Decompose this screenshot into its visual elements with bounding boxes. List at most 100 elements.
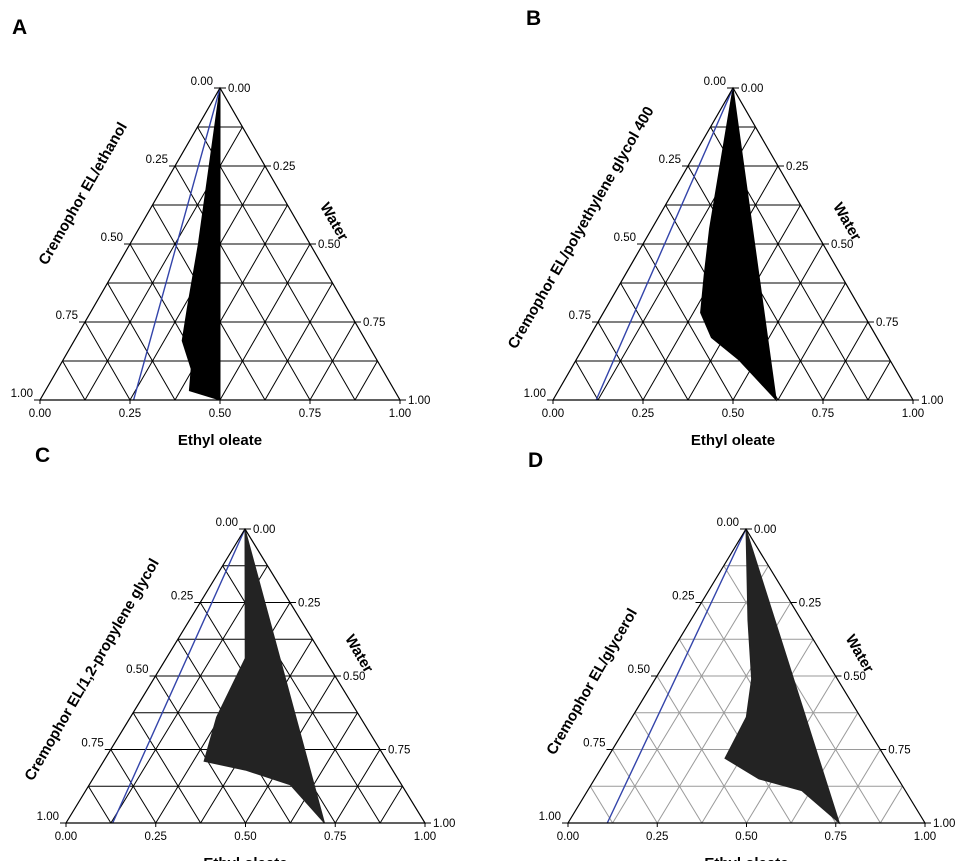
tick-label: 0.75 [876,317,898,329]
grid-line [656,675,747,824]
tick-label: 0.00 [741,83,763,95]
panel-letter: C [35,444,50,467]
ternary-panel-c: C 0.00 0.00 0.00 0.25 0.25 0.25 0.50 0.50 0.50 0.7… [21,444,455,861]
tick-label: 0.25 [146,154,168,166]
tick-label: 1.00 [433,818,455,830]
grid-line [87,785,112,824]
bottom-axis-label: Ethyl oleate [178,432,262,449]
left-axis-label: Cremophor EL/glycerol [543,606,641,758]
grid-line [334,749,381,824]
tick-label: 0.00 [557,831,579,843]
tick-label: 0.00 [29,408,51,420]
grid-line [155,675,246,824]
tick-label: 0.75 [825,831,847,843]
tick-label: 0.25 [646,831,668,843]
right-axis-label: Water [842,632,877,676]
tick-label: 0.50 [722,408,744,420]
tick-label: 0.00 [216,517,238,529]
tick-label: 0.00 [228,83,250,95]
tick-label: 0.25 [786,161,808,173]
tick-labels: 0.00 0.00 0.00 0.25 0.25 0.25 0.50 0.50 0.50 0.75… [524,76,944,420]
tick-label: 0.75 [583,738,605,750]
tick-label: 0.75 [56,310,78,322]
tick-label: 0.75 [324,831,346,843]
grid-line [110,749,157,824]
grid-line [379,785,403,824]
grid-line [678,638,792,824]
tick-label: 1.00 [408,395,430,407]
grid-line [634,712,703,824]
tick-label: 0.25 [632,408,654,420]
tick-label: 0.75 [81,738,103,750]
grid-line [867,360,891,401]
tick-label: 0.75 [388,745,410,757]
tick-label: 0.00 [542,408,564,420]
tick-label: 0.25 [171,591,193,603]
tick-labels: 0.00 0.00 0.00 0.25 0.25 0.25 0.50 0.50 0.50 0.75… [539,517,956,843]
grid-line [575,360,599,401]
grid-line [84,321,131,401]
tick-label: 1.00 [914,831,936,843]
tick-label: 0.50 [735,831,757,843]
tick-label: 0.25 [659,154,681,166]
tick-label: 0.00 [754,524,776,536]
tick-label: 0.50 [318,239,340,251]
boundary-line [595,87,734,401]
grid-line [597,321,644,401]
tick-labels: 0.00 0.00 0.00 0.25 0.25 0.25 0.50 0.50 0.50 0.75… [37,517,456,843]
tick-label: 0.00 [717,517,739,529]
ternary-panel-a: A 0.00 0.00 0.00 0.25 0.25 0.25 0.50 0.50 0.50 0.7… [11,16,431,449]
shaded-region [724,528,841,825]
tick-label: 0.50 [101,232,123,244]
tick-label: 0.50 [234,831,256,843]
tick-label: 1.00 [933,818,955,830]
tick-label: 1.00 [921,395,943,407]
ternary-panel-d: D 0.00 0.00 0.00 0.25 0.25 0.25 0.50 0.50 0.50 0.7… [528,449,955,861]
grid-line [642,243,734,401]
shaded-region [700,87,777,402]
tick-label: 0.75 [363,317,385,329]
ternary-panel-b: B 0.00 0.00 0.00 0.25 0.25 0.25 0.50 0.50 0.50 0.7… [505,7,944,449]
grid-line [289,712,358,824]
tick-label: 0.00 [55,831,77,843]
grid-line [62,360,86,401]
tick-label: 1.00 [11,388,33,400]
tick-label: 1.00 [414,831,436,843]
right-axis-label: Water [829,200,864,244]
tick-label: 1.00 [539,811,561,823]
shaded-region [181,87,221,401]
tick-label: 0.00 [704,76,726,88]
tick-label: 0.50 [343,671,365,683]
tick-label: 0.25 [672,591,694,603]
grid-line [612,749,658,824]
right-axis-label: Water [316,200,351,244]
boundary-line [132,87,221,401]
grid-line [589,785,614,824]
tick-label: 1.00 [524,388,546,400]
grid-line [879,785,904,824]
grid-line [110,565,268,824]
panel-letter: A [12,16,27,39]
bottom-axis-label: Ethyl oleate [203,855,287,861]
tick-labels: 0.00 0.00 0.00 0.25 0.25 0.25 0.50 0.50 0.50 0.75… [11,76,431,420]
bottom-axis-label: Ethyl oleate [704,855,788,861]
tick-label: 0.50 [614,232,636,244]
tick-label: 1.00 [37,811,59,823]
grid-line [822,321,869,401]
grid-line [264,282,333,401]
grid-lines [589,565,904,824]
tick-label: 0.75 [812,408,834,420]
boundary-line [112,528,246,824]
grid-line [777,282,846,401]
right-axis-label: Water [341,632,376,676]
tick-label: 0.25 [273,161,295,173]
grid-line [309,321,356,401]
tick-label: 0.50 [628,664,650,676]
panel-letter: B [526,7,541,30]
tick-label: 0.50 [844,671,866,683]
grid-line [132,712,202,824]
grid-line [612,565,769,824]
shaded-region [203,528,325,824]
grid-line [107,282,176,401]
